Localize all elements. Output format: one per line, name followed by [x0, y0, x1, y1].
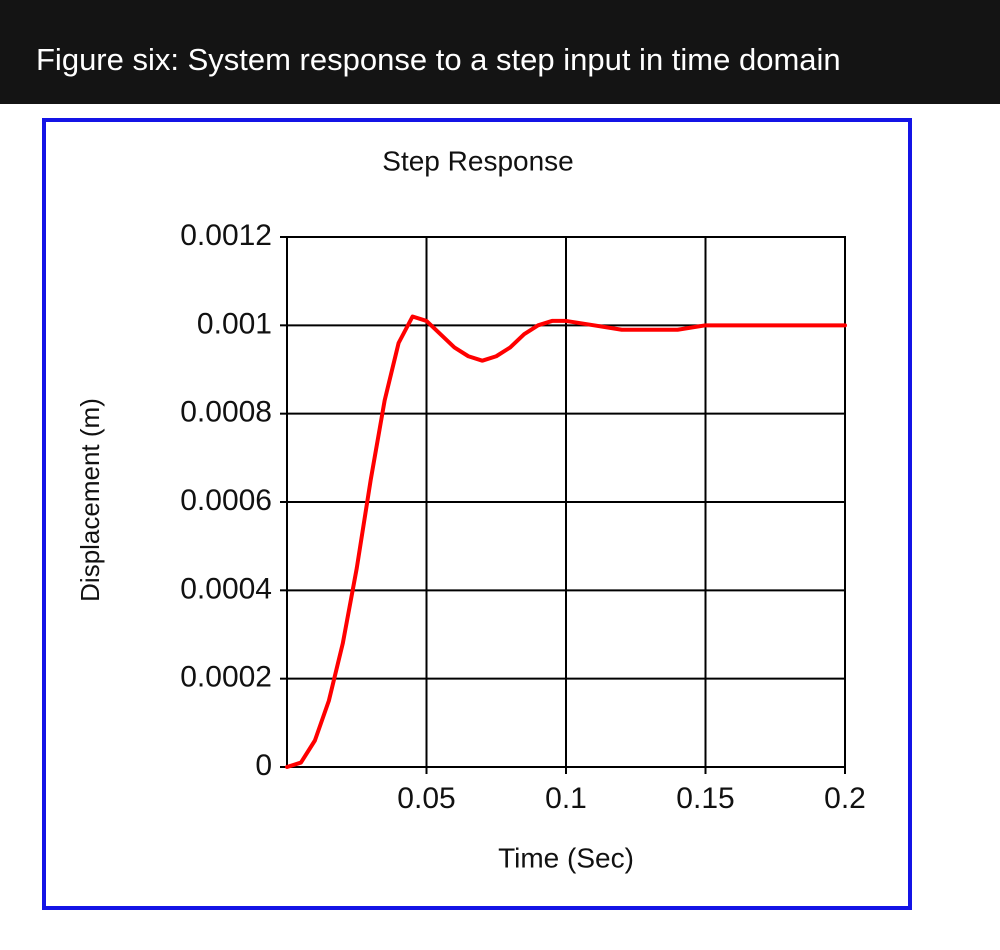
y-tick-label: 0.0006: [180, 484, 272, 517]
plot-area: [286, 236, 846, 768]
y-tick-label: 0.0004: [180, 572, 272, 605]
y-axis-label: Displacement (m): [75, 398, 105, 602]
x-tick-label: 0.1: [545, 782, 587, 815]
y-tick-label: 0.0012: [180, 219, 272, 252]
x-axis-label: Time (Sec): [498, 842, 634, 873]
x-tick-label: 0.05: [397, 782, 455, 815]
x-tick-label: 0.15: [676, 782, 734, 815]
x-tick-label: 0.2: [824, 782, 866, 815]
y-tick-label: 0: [255, 749, 272, 782]
header-title: Figure six: System response to a step in…: [0, 0, 1000, 104]
data-line: [285, 314, 847, 769]
chart-title: Step Response: [382, 145, 573, 176]
chart-frame: [42, 118, 912, 910]
y-tick-label: 0.0008: [180, 396, 272, 429]
y-tick-label: 0.001: [197, 307, 272, 340]
y-tick-label: 0.0002: [180, 661, 272, 694]
